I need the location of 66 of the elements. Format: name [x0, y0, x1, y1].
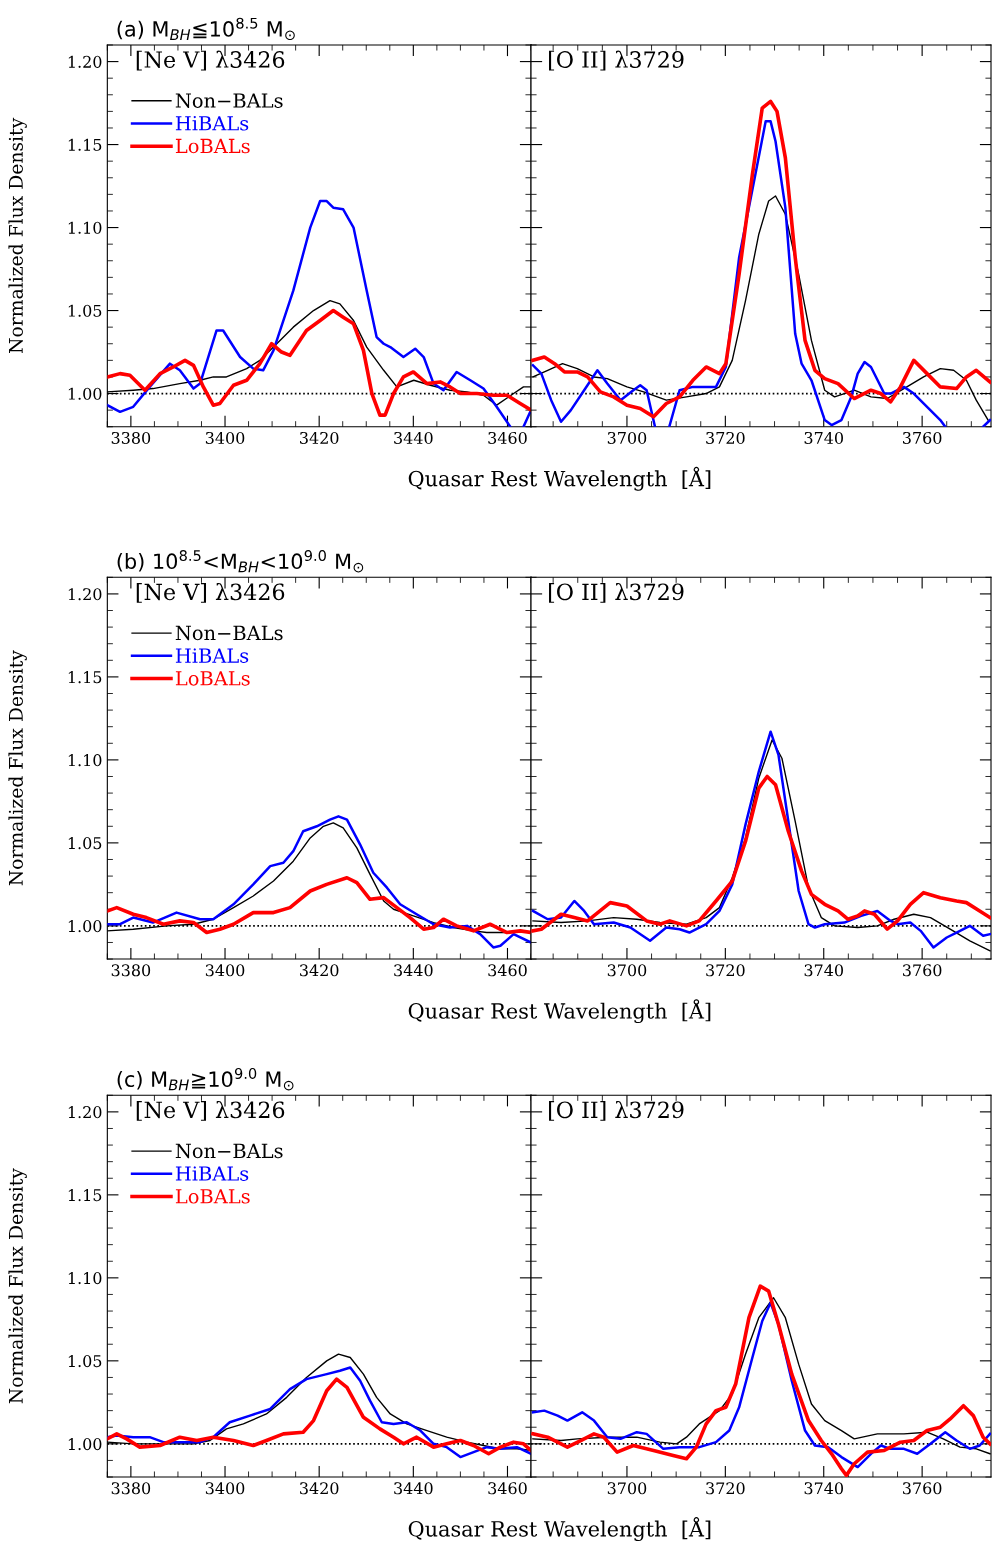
- legend-label: Non−BALs: [175, 1143, 283, 1159]
- x-tick-label: 3460: [488, 431, 527, 444]
- annotation: [Ne V] λ3426: [136, 582, 285, 603]
- x-axis-title: Quasar Rest Wavelength [Å]: [408, 466, 711, 491]
- y-tick-label: 1.15: [68, 138, 102, 151]
- y-tick-label: 1.20: [68, 588, 102, 601]
- legend-label: LoBALs: [175, 138, 250, 154]
- x-tick-label: 3400: [205, 431, 245, 444]
- x-tick-label: 3720: [706, 1482, 745, 1495]
- legend-label: HiBALs: [175, 648, 249, 663]
- y-tick-label: 1.10: [68, 754, 102, 767]
- y-tick-label: 1.00: [68, 387, 102, 400]
- x-tick-label: 3440: [394, 964, 433, 977]
- x-tick-label: 3440: [394, 431, 433, 444]
- y-tick-label: 1.00: [68, 920, 102, 933]
- chart-title: (c) M$_{BH}$≧10$^{9.0}$ M$_{⊙}$: [117, 1067, 294, 1091]
- annotation: [O II] λ3729: [549, 50, 684, 71]
- x-tick-label: 3700: [607, 1482, 647, 1495]
- x-tick-label: 3740: [804, 431, 843, 444]
- chart-title: (b) 10$^{8.5}$<M$_{BH}$<10$^{9.0}$ M$_{⊙}$: [117, 550, 364, 573]
- annotation: [O II] λ3729: [549, 1100, 684, 1121]
- y-axis-title: Normalized Flux Density: [8, 117, 27, 353]
- y-axis-title: Normalized Flux Density: [8, 650, 27, 886]
- legend-label: LoBALs: [175, 671, 250, 686]
- y-tick-label: 1.20: [68, 55, 102, 68]
- annotation: [Ne V] λ3426: [136, 1100, 285, 1121]
- legend-label: LoBALs: [175, 1189, 250, 1204]
- annotation: [O II] λ3729: [549, 582, 684, 603]
- x-axis-title: Quasar Rest Wavelength [Å]: [408, 1517, 711, 1542]
- legend-label: Non−BALs: [175, 625, 283, 641]
- x-tick-label: 3740: [804, 964, 843, 977]
- x-tick-label: 3460: [488, 964, 527, 977]
- annotation: [Ne V] λ3426: [136, 50, 285, 71]
- y-tick-label: 1.15: [68, 1189, 102, 1202]
- x-tick-label: 3720: [706, 964, 745, 977]
- y-tick-label: 1.10: [68, 221, 102, 234]
- x-axis-title: Quasar Rest Wavelength [Å]: [408, 999, 711, 1024]
- x-tick-label: 3400: [205, 1482, 245, 1495]
- x-tick-label: 3420: [300, 1482, 339, 1495]
- legend-label: HiBALs: [175, 1166, 249, 1181]
- x-tick-label: 3440: [394, 1482, 433, 1495]
- y-tick-label: 1.05: [68, 837, 102, 850]
- x-tick-label: 3460: [488, 1482, 527, 1495]
- x-tick-label: 3420: [300, 431, 339, 444]
- y-axis-title: Normalized Flux Density: [8, 1168, 27, 1404]
- x-tick-label: 3760: [903, 1482, 942, 1495]
- y-tick-label: 1.05: [68, 304, 102, 317]
- legend-label: Non−BALs: [175, 93, 283, 108]
- x-tick-label: 3380: [111, 1482, 151, 1495]
- y-tick-label: 1.15: [68, 671, 102, 684]
- x-tick-label: 3420: [300, 964, 339, 977]
- x-tick-label: 3700: [607, 964, 647, 977]
- x-tick-label: 3740: [804, 1482, 843, 1495]
- x-tick-label: 3760: [903, 964, 942, 977]
- y-tick-label: 1.10: [68, 1272, 102, 1285]
- legend-label: HiBALs: [175, 116, 249, 131]
- x-tick-label: 3380: [111, 431, 151, 444]
- x-tick-label: 3400: [205, 964, 245, 977]
- x-tick-label: 3700: [607, 431, 647, 444]
- x-tick-label: 3380: [111, 964, 151, 977]
- chart-title: (a) M$_{BH}$≦10$^{8.5}$ M$_{⊙}$: [117, 17, 295, 41]
- x-tick-label: 3720: [706, 431, 745, 444]
- y-tick-label: 1.05: [68, 1355, 102, 1368]
- x-tick-label: 3760: [903, 431, 942, 444]
- y-tick-label: 1.20: [68, 1106, 102, 1119]
- y-tick-label: 1.00: [68, 1438, 102, 1451]
